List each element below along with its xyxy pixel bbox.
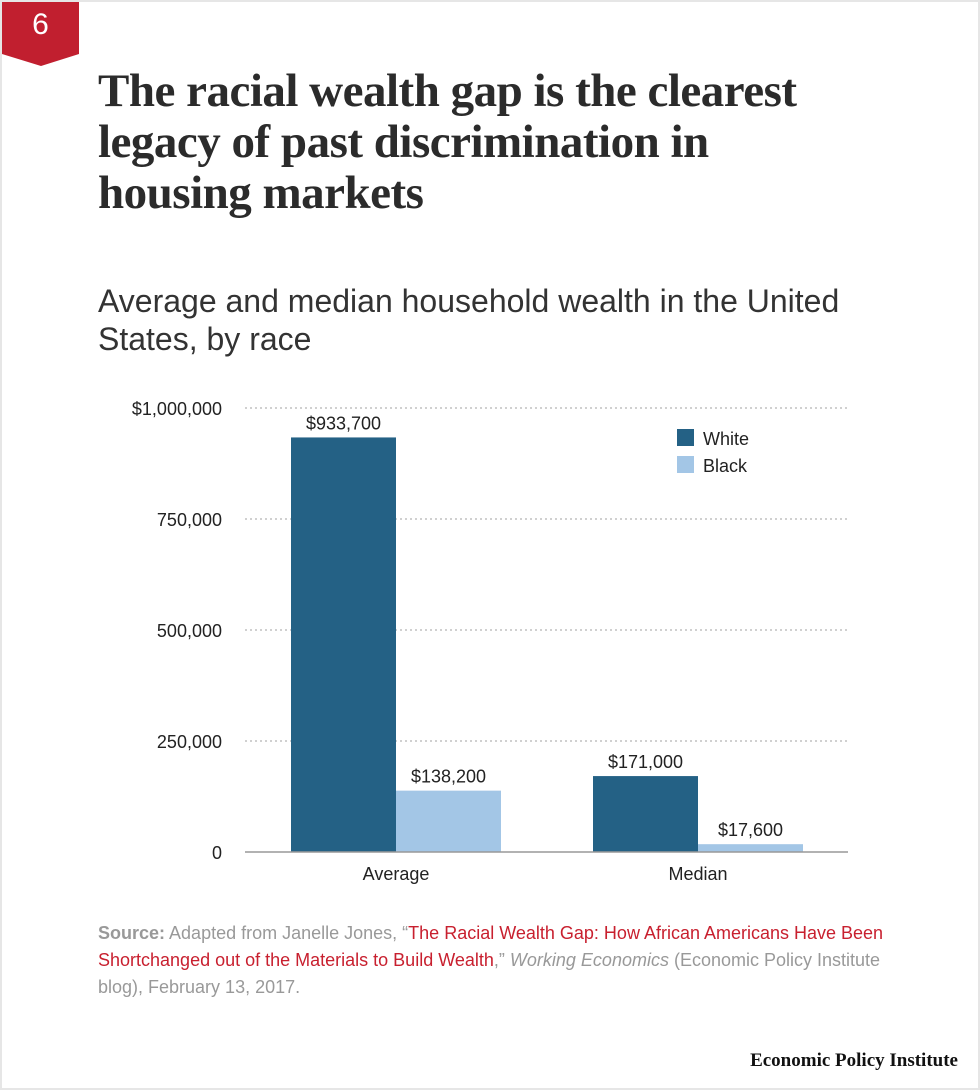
source-mid: ,”: [493, 950, 510, 970]
chart-subtitle: Average and median household wealth in t…: [98, 283, 840, 357]
y-tick-label: 0: [212, 843, 222, 863]
y-tick-label: 250,000: [157, 732, 222, 752]
badge-number: 6: [32, 8, 49, 41]
y-tick-label: 500,000: [157, 621, 222, 641]
source-pre: Adapted from Janelle Jones, “: [165, 923, 409, 943]
data-label: $171,000: [608, 752, 683, 772]
data-label: $17,600: [718, 820, 783, 840]
bar-black-average: [396, 790, 501, 852]
legend-swatch: [677, 456, 694, 473]
source-note: Source: Adapted from Janelle Jones, “The…: [98, 920, 888, 1001]
data-label: $933,700: [306, 413, 381, 433]
source-post: (Economic Policy Institute blog), Februa…: [98, 950, 881, 997]
source-link[interactable]: The Racial Wealth Gap: How African Ameri…: [98, 923, 884, 970]
source-publication: Working Economics: [509, 950, 669, 970]
bar-white-median: [593, 776, 698, 852]
data-label: $138,200: [411, 767, 486, 787]
y-tick-label: $1,000,000: [132, 399, 222, 419]
bar-chart: 0 250,000 500,000 750,000 $1,000,000 $933,700…: [132, 399, 848, 884]
source-label: Source:: [98, 923, 166, 943]
legend-label: White: [703, 429, 749, 449]
epi-logo: Economic Policy Institute: [750, 1050, 958, 1071]
x-tick-label: Median: [668, 864, 727, 884]
y-tick-label: 750,000: [157, 510, 222, 530]
chart-title: The racial wealth gap is the clearest le…: [98, 65, 797, 219]
legend-swatch: [677, 429, 694, 446]
badge-shape: [2, 2, 79, 66]
bar-black-median: [698, 844, 803, 852]
x-tick-label: Average: [363, 864, 430, 884]
bar-white-average: [291, 437, 396, 852]
chart-number-badge: 6: [2, 2, 79, 66]
legend-label: Black: [703, 456, 748, 476]
